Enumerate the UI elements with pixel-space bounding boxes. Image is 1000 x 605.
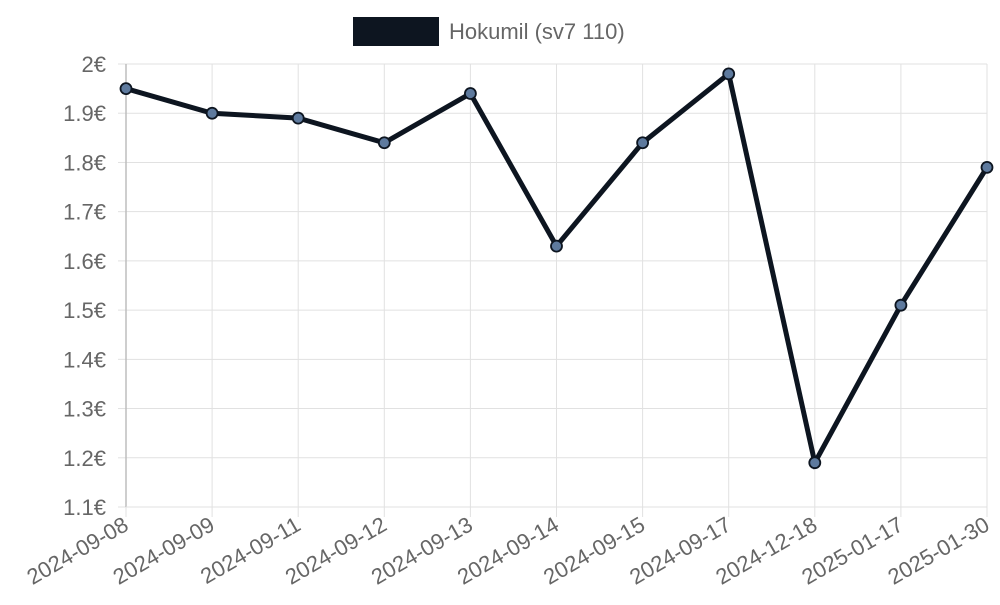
data-point[interactable] [808, 456, 822, 470]
data-point[interactable] [377, 136, 391, 150]
y-tick-label: 1.7€ [63, 200, 106, 225]
legend-label[interactable]: Hokumil (sv7 110) [449, 19, 625, 44]
data-point[interactable] [291, 111, 305, 125]
data-point[interactable] [463, 87, 477, 100]
grid-lines [118, 63, 988, 517]
data-point[interactable] [550, 239, 563, 253]
y-tick-label: 1.9€ [63, 101, 106, 126]
y-tick-label: 2€ [82, 52, 106, 77]
y-tick-label: 1.2€ [63, 446, 106, 471]
y-tick-label: 1.8€ [63, 150, 106, 175]
legend[interactable]: Hokumil (sv7 110) [353, 17, 625, 46]
y-axis-tick-labels: 1.1€ 1.2€ 1.3€ 1.4€ 1.5€ 1.6€ 1.7€ 1.8€ 1.9€ 2€ [63, 52, 106, 520]
series-layer [119, 67, 994, 470]
y-tick-label: 1.1€ [63, 495, 106, 520]
y-tick-label: 1.5€ [63, 298, 106, 323]
legend-swatch[interactable] [353, 17, 439, 46]
data-point[interactable] [722, 67, 736, 81]
data-point[interactable] [205, 106, 219, 120]
x-axis-tick-labels: 2024-09-082024-09-092024-09-112024-09-12… [23, 512, 994, 590]
y-tick-label: 1.6€ [63, 249, 106, 274]
data-point[interactable] [894, 298, 908, 312]
y-tick-label: 1.4€ [63, 347, 106, 372]
data-point[interactable] [980, 160, 994, 174]
data-point[interactable] [119, 82, 133, 96]
axes [125, 64, 987, 508]
y-tick-label: 1.3€ [63, 397, 106, 422]
data-point[interactable] [636, 136, 649, 150]
